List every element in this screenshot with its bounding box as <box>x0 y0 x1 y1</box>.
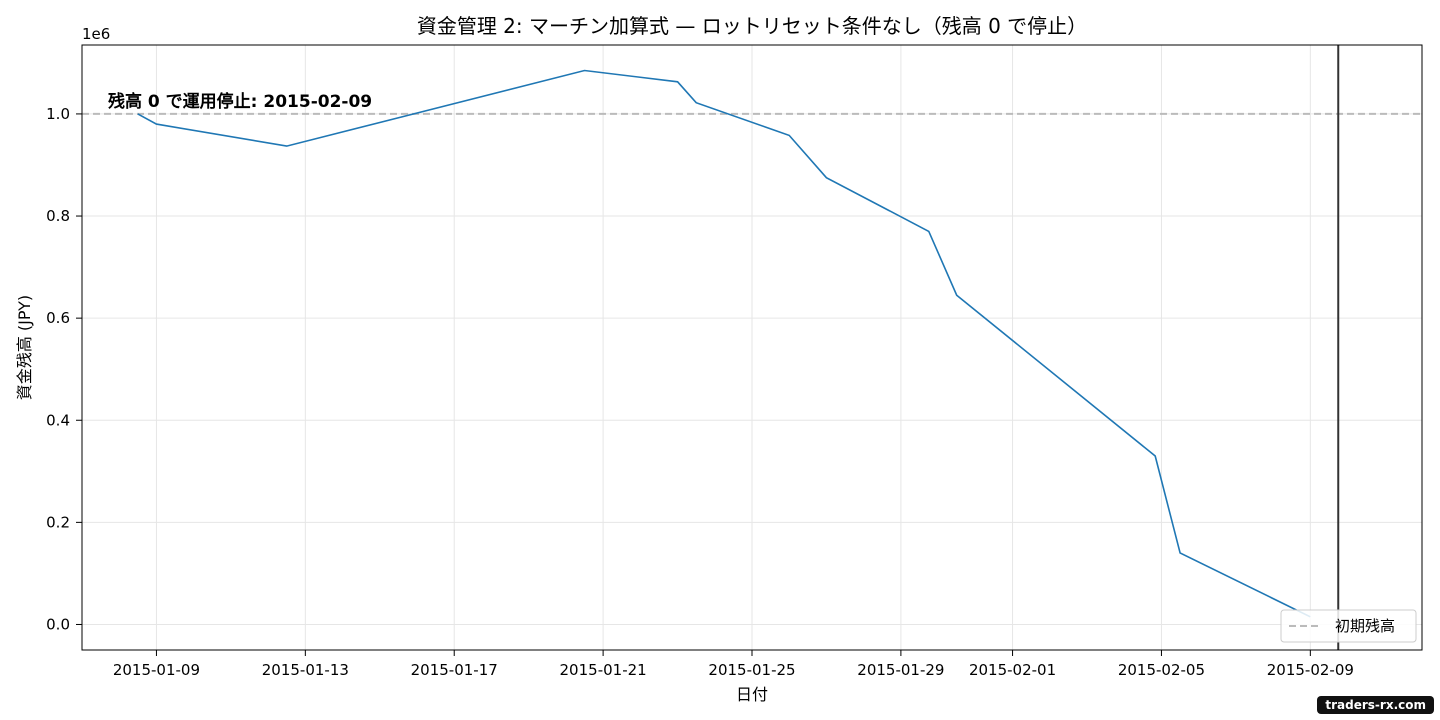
y-tick-label: 0.6 <box>46 309 70 327</box>
y-axis-label: 資金残高 (JPY) <box>15 295 34 400</box>
stop-annotation: 残高 0 で運用停止: 2015-02-09 <box>108 91 372 112</box>
legend-box <box>1280 609 1417 643</box>
grid-layer <box>82 45 1422 650</box>
watermark: traders-rx.com <box>1317 696 1434 714</box>
x-tick-label: 2015-01-21 <box>560 661 647 679</box>
reference-lines <box>82 45 1422 650</box>
y-tick-label: 0.2 <box>46 513 70 531</box>
x-tick-label: 2015-01-29 <box>857 661 944 679</box>
x-tick-label: 2015-02-05 <box>1118 661 1205 679</box>
chart-title: 資金管理 2: マーチン加算式 — ロットリセット条件なし（残高 0 で停止） <box>417 14 1087 38</box>
x-tick-label: 2015-02-01 <box>969 661 1056 679</box>
x-tick-label: 2015-01-25 <box>708 661 795 679</box>
x-tick-label: 2015-02-09 <box>1267 661 1354 679</box>
plot-frame <box>81 44 1423 651</box>
y-tick-label: 0.0 <box>46 615 70 633</box>
y-tick-label: 0.8 <box>46 207 70 225</box>
series-layer <box>137 69 1311 618</box>
x-tick-label: 2015-01-17 <box>411 661 498 679</box>
legend-label-initial-balance: 初期残高 <box>1335 617 1395 635</box>
y-tick-label: 1.0 <box>46 105 70 123</box>
balance-series-line <box>137 69 1311 618</box>
x-tick-label: 2015-01-09 <box>113 661 200 679</box>
legend: 初期残高 <box>1280 609 1417 643</box>
axis-layer: 0.0 0.2 0.4 0.6 0.8 1.0 2015-01-09 2015-01-13 20… <box>46 44 1423 679</box>
y-tick-label: 0.4 <box>46 411 70 429</box>
x-axis-label: 日付 <box>736 685 768 704</box>
y-offset-label: 1e6 <box>82 25 110 43</box>
x-tick-label: 2015-01-13 <box>262 661 349 679</box>
